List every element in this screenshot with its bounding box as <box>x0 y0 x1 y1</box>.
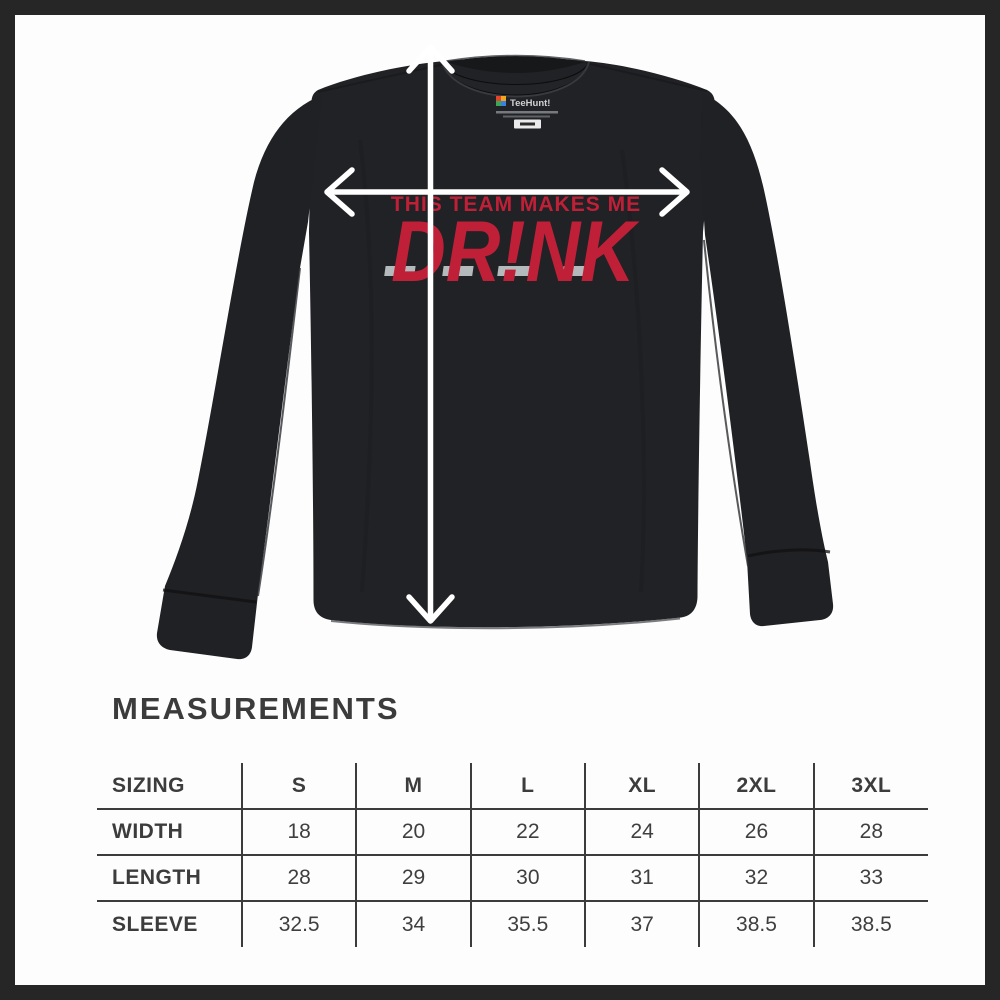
arrow-up-icon <box>406 44 455 74</box>
cell-sleeve-3xl: 38.5 <box>812 901 928 947</box>
cell-sleeve-2xl: 38.5 <box>698 901 814 947</box>
cell-length-xl: 31 <box>583 855 700 902</box>
cell-length-2xl: 32 <box>698 855 814 902</box>
cell-length-3xl: 33 <box>812 855 928 902</box>
table-row-length: LENGTH 28 29 30 31 32 33 <box>97 855 928 902</box>
brand-tag: TeeHunt! <box>496 96 558 129</box>
cell-length-m: 29 <box>355 855 471 902</box>
brand-logo-icon <box>496 96 506 106</box>
table-row-width: WIDTH 18 20 22 24 26 28 <box>97 809 928 856</box>
row-label-width: WIDTH <box>97 809 242 856</box>
cell-width-3xl: 28 <box>812 809 928 856</box>
cell-sleeve-l: 35.5 <box>469 901 585 947</box>
tag-text-line <box>496 111 558 114</box>
cell-width-s: 18 <box>240 809 357 856</box>
col-header-s: S <box>240 763 357 810</box>
product-photo: TeeHunt! THIS TEAM MAKES ME DR!NK <box>156 44 834 660</box>
length-arrow <box>406 44 455 624</box>
col-header-3xl: 3XL <box>812 763 928 810</box>
cell-width-l: 22 <box>469 809 585 856</box>
col-header-m: M <box>355 763 471 810</box>
shirt-shading <box>162 62 831 630</box>
cell-sleeve-m: 34 <box>355 901 471 947</box>
col-header-sizing: SIZING <box>97 763 242 810</box>
arrow-down-icon <box>406 594 455 624</box>
shirt-right-sleeve <box>700 93 834 627</box>
col-header-xl: XL <box>583 763 700 810</box>
row-label-length: LENGTH <box>97 855 242 902</box>
graphic-dashes <box>384 266 592 276</box>
shirt-body <box>309 58 715 628</box>
cell-sleeve-s: 32.5 <box>240 901 357 947</box>
cell-sleeve-xl: 37 <box>583 901 700 947</box>
graphic-line1: THIS TEAM MAKES ME <box>391 193 641 216</box>
tag-text-line <box>503 115 550 118</box>
col-header-2xl: 2XL <box>698 763 814 810</box>
size-table: SIZING S M L XL 2XL 3XL WIDTH 18 20 22 2… <box>97 763 928 947</box>
table-row-sleeve: SLEEVE 32.5 34 35.5 37 38.5 38.5 <box>97 901 928 947</box>
col-header-l: L <box>469 763 585 810</box>
brand-tag-text: TeeHunt! <box>510 98 550 109</box>
cell-width-xl: 24 <box>583 809 700 856</box>
shirt-left-sleeve <box>156 95 322 660</box>
tag-size-text <box>520 122 535 126</box>
cell-width-m: 20 <box>355 809 471 856</box>
arrow-right-icon <box>659 167 690 217</box>
cell-length-l: 30 <box>469 855 585 902</box>
size-table-header-row: SIZING S M L XL 2XL 3XL <box>97 763 928 810</box>
shirt-graphic: THIS TEAM MAKES ME DR!NK <box>384 193 641 300</box>
measurement-arrows <box>324 44 690 624</box>
arrow-left-icon <box>324 167 355 217</box>
measurements-title: MEASUREMENTS <box>112 691 400 726</box>
row-label-sleeve: SLEEVE <box>112 912 198 936</box>
cell-width-2xl: 26 <box>698 809 814 856</box>
shirt-collar <box>441 54 590 98</box>
width-arrow <box>324 167 690 217</box>
cell-length-s: 28 <box>240 855 357 902</box>
